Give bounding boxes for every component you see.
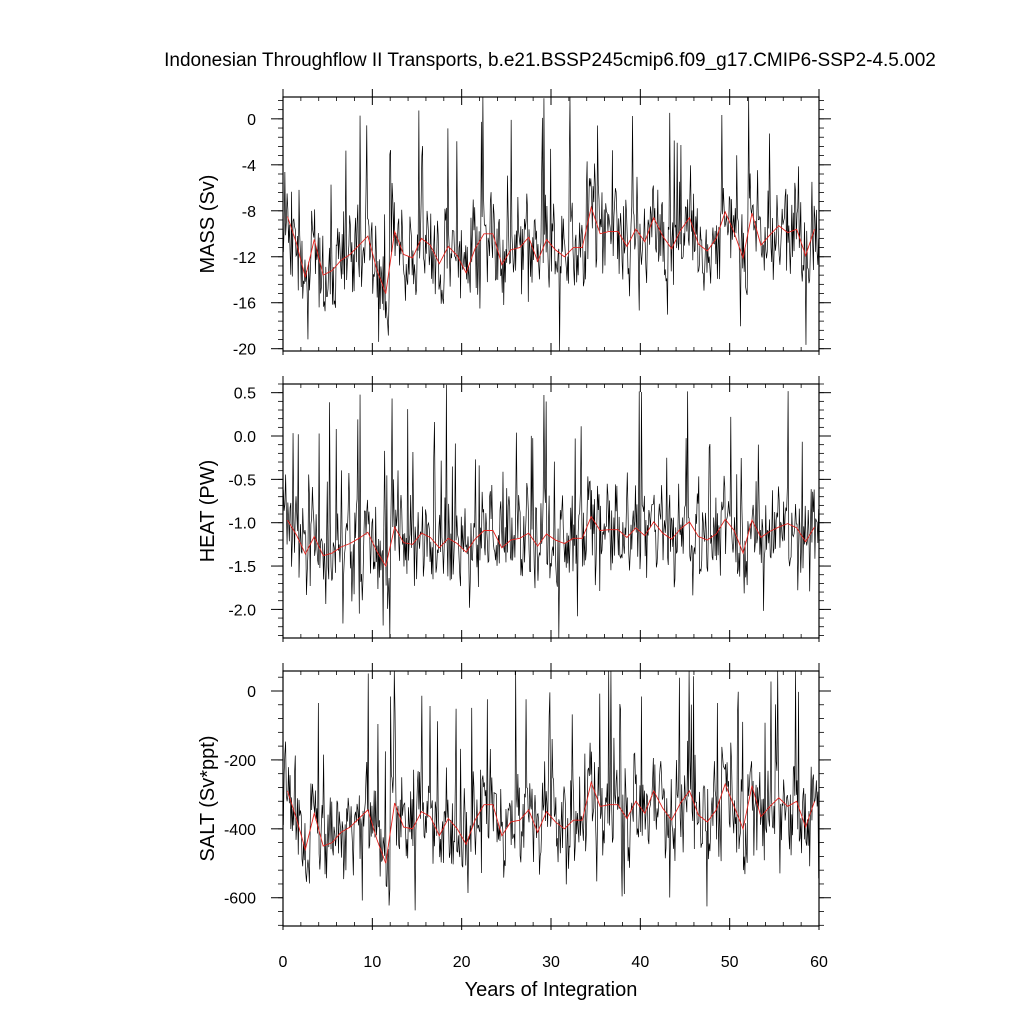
y-axis-label: MASS (Sv) <box>197 175 219 274</box>
y-tick-label: -0.5 <box>228 472 256 489</box>
y-tick-label: -1.5 <box>228 559 256 576</box>
y-tick-label: -8 <box>242 204 256 221</box>
y-tick-label: -400 <box>224 822 256 839</box>
y-tick-label: -600 <box>224 891 256 908</box>
x-tick-label: 40 <box>631 954 649 971</box>
y-axis-label: SALT (Sv*ppt) <box>197 736 219 862</box>
y-tick-label: -20 <box>233 342 256 359</box>
y-tick-label: 0.0 <box>234 429 256 446</box>
x-tick-label: 60 <box>810 954 828 971</box>
x-tick-label: 30 <box>542 954 560 971</box>
y-tick-label: 0.5 <box>234 386 256 403</box>
y-tick-label: -2.0 <box>228 602 256 619</box>
y-tick-label: -16 <box>233 296 256 313</box>
y-tick-label: 0 <box>247 112 256 129</box>
x-tick-label: 10 <box>363 954 381 971</box>
panels: 0 -4 -8 -12 -16 -20 MASS (Sv) 0.5 0.0 -0.5 -1.0 -1.… <box>197 89 831 930</box>
y-tick-label: 0 <box>247 684 256 701</box>
panel-1: 0 -4 -8 -12 -16 -20 MASS (Sv) <box>197 89 831 359</box>
annual-mean-line <box>287 205 815 294</box>
annual-mean-line <box>287 780 815 864</box>
y-axis-label: HEAT (PW) <box>197 460 219 563</box>
monthly-series-line <box>283 671 819 911</box>
y-tick-label: -200 <box>224 753 256 770</box>
panel-2: 0.5 0.0 -0.5 -1.0 -1.5 -2.0 HEAT (PW) <box>197 376 831 642</box>
y-tick-label: -12 <box>233 250 256 267</box>
chart-title: Indonesian Throughflow II Transports, b.… <box>164 50 936 71</box>
monthly-series-line <box>283 97 819 351</box>
x-axis-label: Years of Integration <box>465 979 638 1001</box>
panel-3: 0 -200 -400 -600 SALT (Sv*ppt) <box>197 663 831 930</box>
y-tick-label: -1.0 <box>228 516 256 533</box>
x-tick-label: 50 <box>721 954 739 971</box>
x-tick-label: 20 <box>453 954 471 971</box>
x-axis: 0 10 20 30 40 50 60 <box>279 954 828 971</box>
monthly-series-line <box>283 384 819 638</box>
y-tick-label: -4 <box>242 158 256 175</box>
x-tick-label: 0 <box>279 954 288 971</box>
plot-frame <box>282 383 820 639</box>
annual-mean-line <box>287 515 815 568</box>
